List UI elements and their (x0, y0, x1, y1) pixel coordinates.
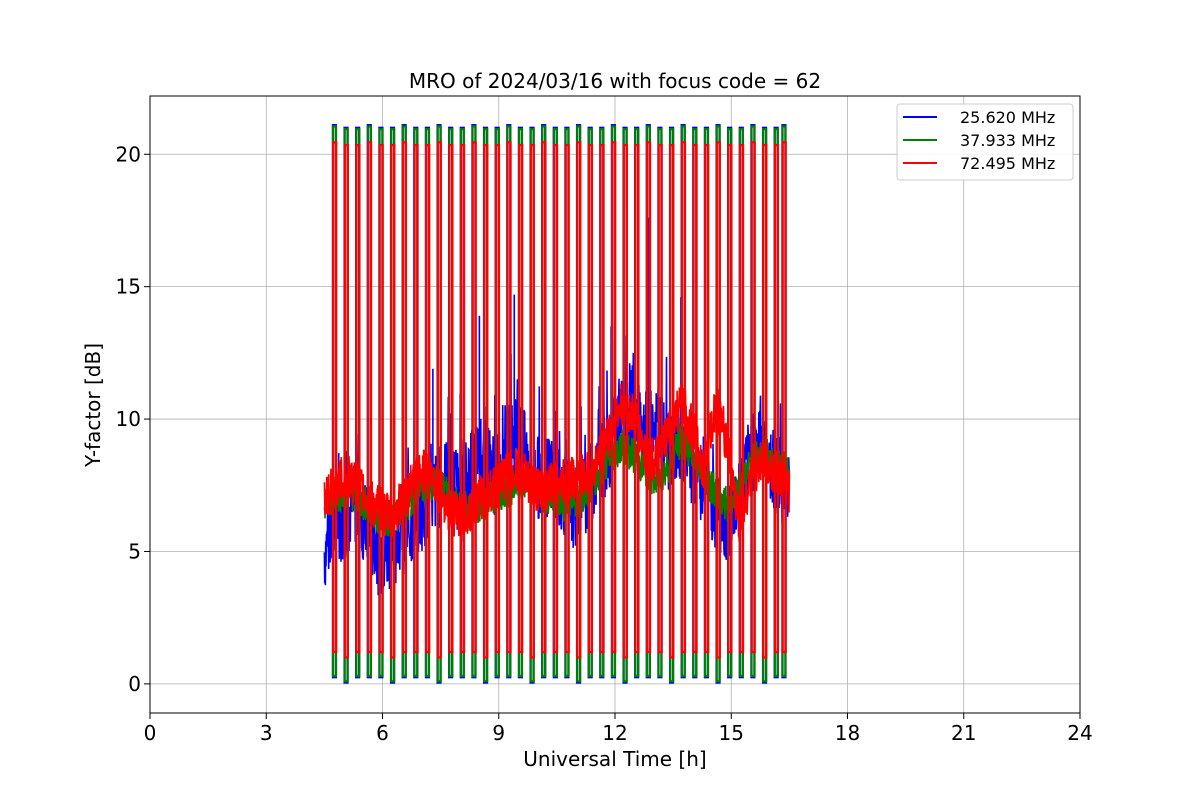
y-tick-label: 20 (116, 142, 141, 166)
calibration-pulse (518, 143, 524, 654)
x-tick-label: 24 (1067, 721, 1092, 745)
x-axis-label: Universal Time [h] (523, 747, 706, 771)
x-tick-label: 12 (602, 721, 627, 745)
calibration-pulse (378, 143, 384, 654)
calibration-pulse (401, 141, 408, 654)
calibration-pulse (750, 141, 756, 654)
calibration-pulse (448, 143, 454, 654)
calibration-pulse (611, 141, 617, 654)
chart-title: MRO of 2024/03/16 with focus code = 62 (409, 69, 821, 93)
calibration-pulse (704, 143, 710, 654)
x-tick-label: 21 (951, 721, 976, 745)
x-tick-label: 9 (492, 721, 505, 745)
calibration-pulse (576, 141, 582, 659)
calibration-pulse (773, 143, 780, 654)
calibration-pulse (425, 143, 431, 654)
calibration-pulse (413, 143, 419, 654)
calibration-pulse (738, 143, 745, 654)
y-tick-label: 5 (128, 539, 141, 563)
calibration-pulse (471, 141, 477, 654)
x-tick-label: 0 (144, 721, 157, 745)
series-72-495---- (323, 141, 791, 659)
x-tick-label: 3 (260, 721, 273, 745)
calibration-pulse (343, 143, 349, 659)
calibration-pulse (622, 143, 628, 659)
legend-label-72-495: 72.495 MHz (960, 154, 1055, 173)
plot-series (323, 124, 791, 684)
calibration-pulse (494, 143, 501, 654)
calibration-pulse (506, 141, 512, 654)
calibration-pulse (564, 143, 570, 654)
calibration-pulse (366, 141, 373, 654)
legend-label-25-620: 25.620 MHz (960, 108, 1055, 127)
x-tick-label: 15 (719, 721, 744, 745)
calibration-pulse (332, 141, 338, 654)
calibration-pulse (669, 143, 675, 659)
y-tick-label: 15 (116, 275, 141, 299)
calibration-pulse (634, 143, 640, 654)
calibration-pulse (483, 143, 489, 659)
x-tick-label: 18 (835, 721, 860, 745)
y-axis-label: Y-factor [dB] (81, 343, 105, 468)
axis-ticks: 0 3 6 9 12 15 18 21 24 0 5 10 15 20 (116, 142, 1093, 745)
calibration-pulse (355, 143, 361, 654)
calibration-pulse (727, 143, 733, 654)
legend: 25.620 MHz 37.933 MHz 72.495 MHz (896, 103, 1074, 181)
legend-label-37-933: 37.933 MHz (960, 131, 1055, 150)
calibration-pulse (459, 143, 466, 654)
calibration-pulse (715, 141, 721, 659)
calibration-pulse (657, 143, 663, 654)
y-tick-label: 0 (128, 672, 141, 696)
calibration-pulse (645, 141, 652, 654)
x-tick-label: 6 (376, 721, 389, 745)
calibration-pulse (781, 141, 787, 654)
calibration-pulse (587, 143, 594, 654)
y-tick-label: 10 (116, 407, 141, 431)
calibration-pulse (692, 143, 698, 654)
calibration-pulse (680, 141, 687, 654)
legend-box (896, 103, 1074, 181)
calibration-pulse (552, 143, 559, 654)
calibration-pulse (762, 143, 768, 659)
calibration-pulse (541, 141, 547, 654)
calibration-pulse (390, 143, 396, 659)
calibration-pulse (529, 143, 535, 659)
calibration-pulse (436, 141, 442, 659)
calibration-pulse (599, 143, 605, 654)
